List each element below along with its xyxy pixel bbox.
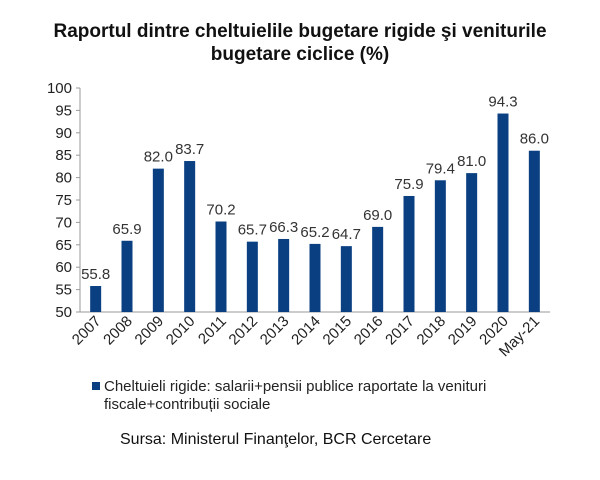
bar bbox=[184, 161, 196, 312]
bar bbox=[372, 226, 384, 312]
bar bbox=[497, 113, 509, 312]
data-label: 79.4 bbox=[426, 160, 455, 177]
chart-legend: Cheltuieli rigide: salarii+pensii public… bbox=[92, 378, 562, 414]
data-label: 86.0 bbox=[520, 131, 549, 148]
legend-label: Cheltuieli rigide: salarii+pensii public… bbox=[104, 378, 487, 413]
bar bbox=[215, 221, 227, 312]
x-tick-label: 2008 bbox=[100, 313, 136, 349]
y-tick-label: 95 bbox=[55, 102, 72, 119]
y-tick-label: 50 bbox=[55, 304, 72, 321]
x-tick-label: 2014 bbox=[288, 313, 324, 349]
data-label: 82.0 bbox=[144, 149, 173, 166]
bar bbox=[246, 241, 258, 312]
x-tick-label: 2015 bbox=[320, 313, 356, 349]
y-tick-label: 60 bbox=[55, 259, 72, 276]
data-label: 66.3 bbox=[269, 219, 298, 236]
data-label: 55.8 bbox=[81, 266, 110, 283]
x-tick-label: 2018 bbox=[414, 313, 450, 349]
chart-title: Raportul dintre cheltuielile bugetare ri… bbox=[0, 20, 600, 66]
bar bbox=[90, 286, 102, 312]
y-tick-label: 55 bbox=[55, 282, 72, 299]
y-tick-label: 75 bbox=[55, 192, 72, 209]
x-tick-label: 2010 bbox=[163, 313, 199, 349]
x-tick-label: 2017 bbox=[382, 313, 418, 349]
bar bbox=[528, 150, 540, 312]
bar bbox=[309, 243, 321, 312]
x-tick-label: 2011 bbox=[195, 313, 230, 348]
bar bbox=[278, 238, 290, 312]
x-tick-label: 2016 bbox=[351, 313, 387, 349]
data-label: 69.0 bbox=[363, 207, 392, 224]
source-note: Sursa: Ministerul Finanţelor, BCR Cercet… bbox=[120, 431, 432, 448]
y-tick-label: 85 bbox=[55, 147, 72, 164]
data-label: 64.7 bbox=[332, 226, 361, 243]
data-label: 65.2 bbox=[300, 224, 329, 241]
bar bbox=[340, 246, 352, 312]
x-tick-label: 2012 bbox=[226, 313, 262, 349]
data-label: 65.7 bbox=[238, 222, 267, 239]
bar bbox=[403, 195, 415, 312]
data-label: 75.9 bbox=[394, 176, 423, 193]
x-tick-label: 2007 bbox=[69, 313, 105, 349]
data-label: 65.9 bbox=[112, 221, 141, 238]
y-tick-label: 80 bbox=[55, 170, 72, 187]
bar bbox=[121, 240, 133, 312]
bar bbox=[434, 180, 446, 312]
legend-swatch bbox=[92, 382, 100, 390]
data-label: 94.3 bbox=[488, 94, 517, 111]
chart-title-line-1: Raportul dintre cheltuielile bugetare ri… bbox=[53, 21, 547, 42]
y-tick-label: 90 bbox=[55, 125, 72, 142]
bar bbox=[466, 173, 478, 312]
x-tick-label: 2019 bbox=[445, 313, 481, 349]
x-tick-label: 2013 bbox=[257, 313, 293, 349]
x-tick-label: 2009 bbox=[132, 313, 168, 349]
data-label: 81.0 bbox=[457, 153, 486, 170]
data-label: 70.2 bbox=[206, 202, 235, 219]
y-tick-label: 100 bbox=[47, 80, 72, 97]
y-tick-label: 70 bbox=[55, 214, 72, 231]
data-label: 83.7 bbox=[175, 141, 204, 158]
chart-title-line-2: bugetare ciclice (%) bbox=[210, 44, 390, 65]
bar bbox=[152, 168, 164, 312]
y-tick-label: 65 bbox=[55, 237, 72, 254]
